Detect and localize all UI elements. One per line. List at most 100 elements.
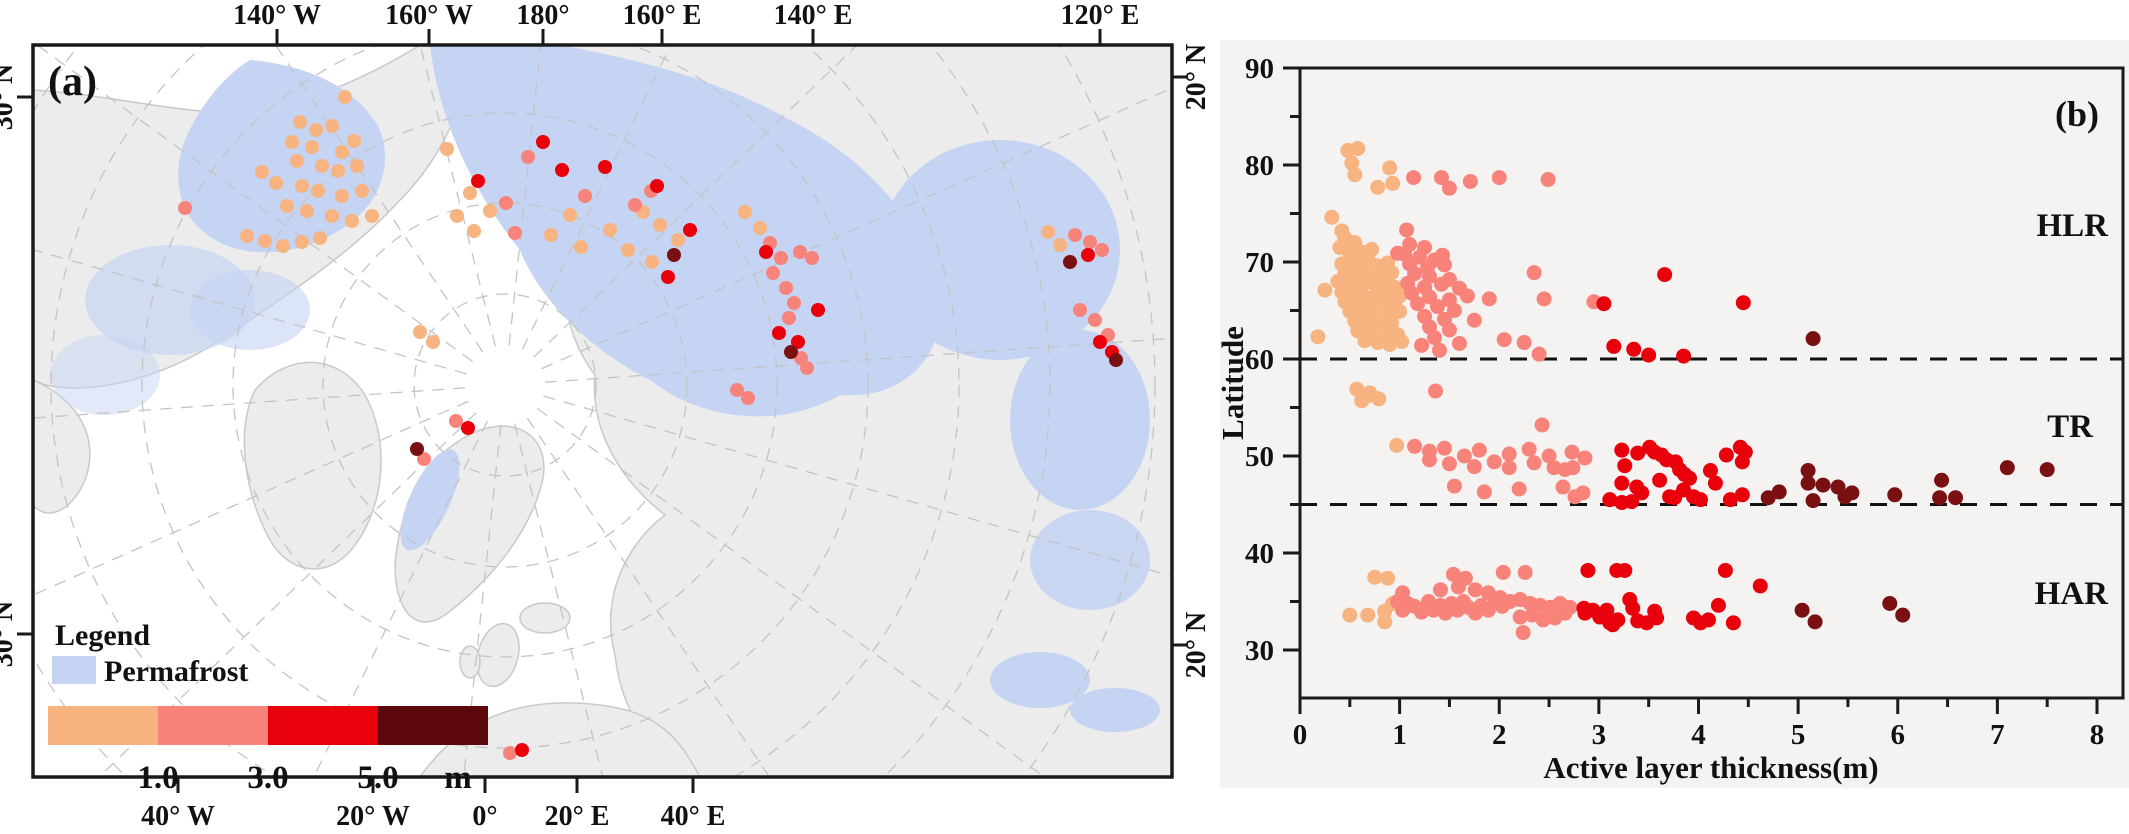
map-site-dot xyxy=(338,90,352,104)
map-site-dot xyxy=(1081,248,1095,262)
data-point xyxy=(1451,335,1467,351)
graticule-meridian xyxy=(543,395,1172,577)
data-point xyxy=(1515,625,1531,641)
graticule-meridian xyxy=(33,387,466,419)
data-point xyxy=(1462,173,1478,189)
map-site-dot xyxy=(598,160,612,174)
data-point xyxy=(1580,562,1596,578)
map-frame xyxy=(31,43,1174,779)
map-site-dot xyxy=(269,176,283,190)
graticule-meridian xyxy=(98,412,477,777)
map-site-dot xyxy=(178,201,192,215)
data-point xyxy=(1555,479,1571,495)
x-tick-label: 0 xyxy=(1293,719,1308,751)
land-britain xyxy=(476,622,520,688)
data-point xyxy=(1700,612,1716,628)
data-point xyxy=(1895,607,1911,623)
map-site-dot xyxy=(347,134,361,148)
data-point xyxy=(1805,331,1821,347)
map-site-dot xyxy=(1053,238,1067,252)
y-tick-label: 60 xyxy=(1245,344,1274,376)
map-site-dot xyxy=(515,743,529,757)
legend-title: Legend xyxy=(55,619,150,652)
data-point xyxy=(1392,303,1408,319)
data-point xyxy=(1577,450,1593,466)
y-tick-label: 90 xyxy=(1245,53,1274,85)
scatter-axis-tick-labels: 0 1 2 3 4 5 6 7 8 30 40 50 60 70 80 90 xyxy=(1245,53,2104,751)
graticule-meridian xyxy=(313,420,489,777)
map-bottom-tick-label: 20° E xyxy=(545,801,610,832)
data-point xyxy=(1752,578,1768,594)
map-top-tick-label: 160° E xyxy=(623,0,702,31)
data-point xyxy=(1805,493,1821,509)
graticule-meridian xyxy=(544,337,1172,383)
data-point xyxy=(1432,582,1448,598)
data-point xyxy=(1634,485,1650,501)
data-point xyxy=(1486,454,1502,470)
data-point xyxy=(1536,291,1552,307)
map-site-dot xyxy=(449,414,463,428)
data-point xyxy=(1516,335,1532,351)
graticule-circle xyxy=(232,112,778,658)
graticule-meridian xyxy=(35,45,474,363)
data-point xyxy=(1624,494,1640,510)
map-site-dot xyxy=(331,164,345,178)
data-point xyxy=(1394,334,1410,350)
graticule-meridian xyxy=(521,45,672,350)
map-site-dot xyxy=(653,218,667,232)
ramp-unit-label: m xyxy=(444,760,472,796)
ramp-segment xyxy=(158,706,268,745)
map-site-dot xyxy=(811,303,825,317)
x-tick-label: 5 xyxy=(1791,719,1806,751)
y-tick-label: 80 xyxy=(1245,150,1274,182)
map-site-dot xyxy=(410,442,424,456)
data-point xyxy=(1717,562,1733,578)
data-point xyxy=(1429,299,1445,315)
data-point xyxy=(1377,614,1393,630)
graticule-circle xyxy=(413,293,597,477)
map-top-tick-label: 140° W xyxy=(233,0,321,31)
map-site-dot xyxy=(305,140,319,154)
map-site-dot xyxy=(766,266,780,280)
map-site-dot xyxy=(555,163,569,177)
map-top-tick-label: 140° E xyxy=(774,0,853,31)
map-site-dot xyxy=(300,204,314,218)
data-point xyxy=(1649,610,1665,626)
data-point xyxy=(1399,222,1415,238)
map-site-dot xyxy=(650,179,664,193)
data-point xyxy=(1557,605,1573,621)
map-right-tick-label: 20° N xyxy=(1181,612,1212,678)
data-point xyxy=(1718,447,1734,463)
data-point xyxy=(1495,564,1511,580)
map-site-dot xyxy=(536,135,550,149)
data-point xyxy=(1342,607,1358,623)
map-site-dot xyxy=(461,421,475,435)
map-site-dot xyxy=(621,243,635,257)
scatter-frame xyxy=(1298,66,2125,700)
data-point xyxy=(1564,444,1580,460)
permafrost-label: Permafrost xyxy=(104,655,248,688)
map-site-dot xyxy=(335,189,349,203)
data-point xyxy=(1725,615,1741,631)
data-point xyxy=(1364,241,1380,257)
data-point xyxy=(1317,282,1333,298)
data-point xyxy=(1436,440,1452,456)
data-point xyxy=(1722,492,1738,508)
panel-b-label: (b) xyxy=(2055,94,2099,134)
ramp-segment xyxy=(378,706,488,745)
map-site-dot xyxy=(741,391,755,405)
land-iceland xyxy=(519,602,571,634)
data-point xyxy=(1457,570,1473,586)
data-point xyxy=(1446,303,1462,318)
data-point xyxy=(1535,612,1551,628)
data-point xyxy=(1614,475,1630,491)
map-site-dot xyxy=(782,311,796,325)
data-point xyxy=(1625,600,1641,616)
map-site-dot xyxy=(295,235,309,249)
data-point xyxy=(1596,296,1612,312)
data-point xyxy=(1422,452,1438,468)
data-point xyxy=(1445,566,1461,582)
data-point xyxy=(1565,460,1581,476)
data-point xyxy=(1427,383,1443,399)
data-point xyxy=(1541,448,1557,464)
